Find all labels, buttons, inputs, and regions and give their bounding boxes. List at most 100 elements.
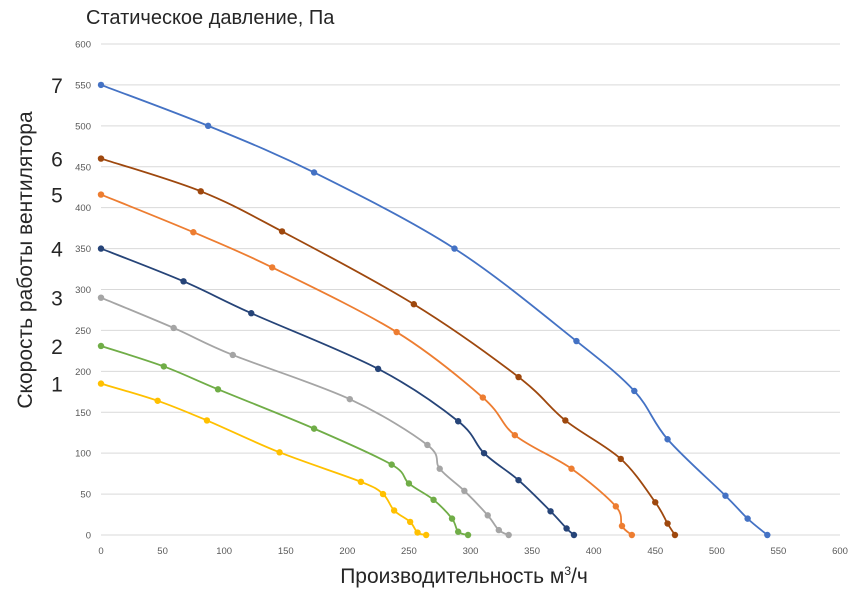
y-tick-label: 450 <box>75 162 91 173</box>
data-point <box>515 373 522 381</box>
data-point <box>573 337 580 345</box>
data-point <box>97 245 105 252</box>
series-points <box>97 81 771 539</box>
data-point <box>310 425 318 432</box>
data-point <box>154 397 161 404</box>
x-tick-label: 350 <box>524 546 540 557</box>
data-point <box>197 188 204 195</box>
y-tick-label: 500 <box>75 121 91 132</box>
x-tick-label: 600 <box>832 546 848 557</box>
speed-label-5: 5 <box>51 185 63 208</box>
data-point <box>269 264 276 271</box>
data-point <box>464 531 472 539</box>
data-point <box>406 518 414 526</box>
y-axis-ticks: 0 50 100 150 200 250 300 350 400 450 500 550 600 <box>75 40 91 542</box>
y-tick-label: 600 <box>75 40 91 51</box>
data-point <box>454 418 462 425</box>
data-point <box>357 478 365 486</box>
series-line-4 <box>100 247 575 536</box>
data-point <box>479 394 487 401</box>
speed-label-1: 1 <box>51 374 63 397</box>
y-tick-label: 50 <box>80 490 91 501</box>
y-tick-label: 350 <box>75 244 91 255</box>
data-point <box>276 449 283 456</box>
data-point <box>388 461 395 468</box>
x-tick-label: 400 <box>586 546 602 557</box>
data-point <box>374 365 382 373</box>
data-point <box>414 529 421 536</box>
data-point <box>495 526 503 534</box>
data-point <box>618 522 626 530</box>
x-axis-label: Производительность м3/ч <box>340 564 588 588</box>
data-point <box>628 531 636 539</box>
data-point <box>248 310 255 317</box>
data-point <box>744 515 751 522</box>
data-point <box>480 449 488 457</box>
data-point <box>612 503 620 510</box>
x-tick-label: 50 <box>157 546 168 557</box>
data-point <box>203 417 211 424</box>
data-point <box>310 169 318 176</box>
data-point <box>346 395 353 403</box>
data-point <box>515 476 522 484</box>
data-point <box>180 278 187 285</box>
data-point <box>570 531 578 539</box>
series-lines <box>100 84 769 536</box>
chart-title: Статическое давление, Па <box>86 7 335 29</box>
x-tick-label: 200 <box>339 546 355 557</box>
data-point <box>448 515 456 522</box>
speed-label-7: 7 <box>51 75 63 98</box>
data-point <box>631 387 638 395</box>
y-tick-label: 400 <box>75 203 91 214</box>
data-point <box>563 525 570 532</box>
data-point <box>278 228 286 235</box>
x-tick-label: 500 <box>709 546 725 557</box>
data-point <box>664 520 671 527</box>
y-tick-label: 550 <box>75 80 91 91</box>
series-line-5 <box>100 296 510 536</box>
x-tick-label: 300 <box>463 546 479 557</box>
x-axis-label-main: Производительность м <box>340 565 564 588</box>
data-point <box>170 324 177 332</box>
data-point <box>722 492 729 499</box>
y-tick-label: 150 <box>75 408 91 419</box>
data-point <box>664 436 671 443</box>
data-point <box>97 294 105 301</box>
data-point <box>461 487 468 495</box>
data-point <box>97 342 105 350</box>
data-point <box>97 81 105 89</box>
x-tick-label: 250 <box>401 546 417 557</box>
data-point <box>617 455 624 463</box>
x-axis-label-sup: 3 <box>564 564 571 578</box>
speed-label-4: 4 <box>51 239 63 262</box>
data-point <box>568 465 575 472</box>
data-point <box>390 507 398 514</box>
y-tick-label: 0 <box>86 531 91 542</box>
data-point <box>511 431 519 439</box>
data-point <box>405 480 413 487</box>
y-axis-label: Скорость работы вентилятора <box>14 111 37 409</box>
data-point <box>160 363 168 370</box>
data-point <box>422 531 430 539</box>
data-point <box>505 531 512 539</box>
series-line-2 <box>100 157 676 536</box>
y-tick-label: 300 <box>75 285 91 296</box>
speed-label-2: 2 <box>51 336 63 359</box>
data-point <box>436 465 443 472</box>
data-point <box>652 499 659 506</box>
data-point <box>454 528 462 535</box>
data-point <box>97 191 105 198</box>
x-axis-ticks: 0 50 100 150 200 250 300 350 400 450 500 550 600 <box>98 546 848 557</box>
data-point <box>424 441 431 449</box>
series-line-7 <box>100 382 428 536</box>
y-tick-label: 200 <box>75 367 91 378</box>
data-point <box>190 229 197 236</box>
y-tick-label: 100 <box>75 449 91 460</box>
x-tick-label: 150 <box>278 546 294 557</box>
data-point <box>229 351 236 359</box>
data-point <box>379 490 387 498</box>
data-point <box>393 328 400 336</box>
data-point <box>764 531 771 539</box>
x-axis-label-tail: /ч <box>571 565 588 588</box>
